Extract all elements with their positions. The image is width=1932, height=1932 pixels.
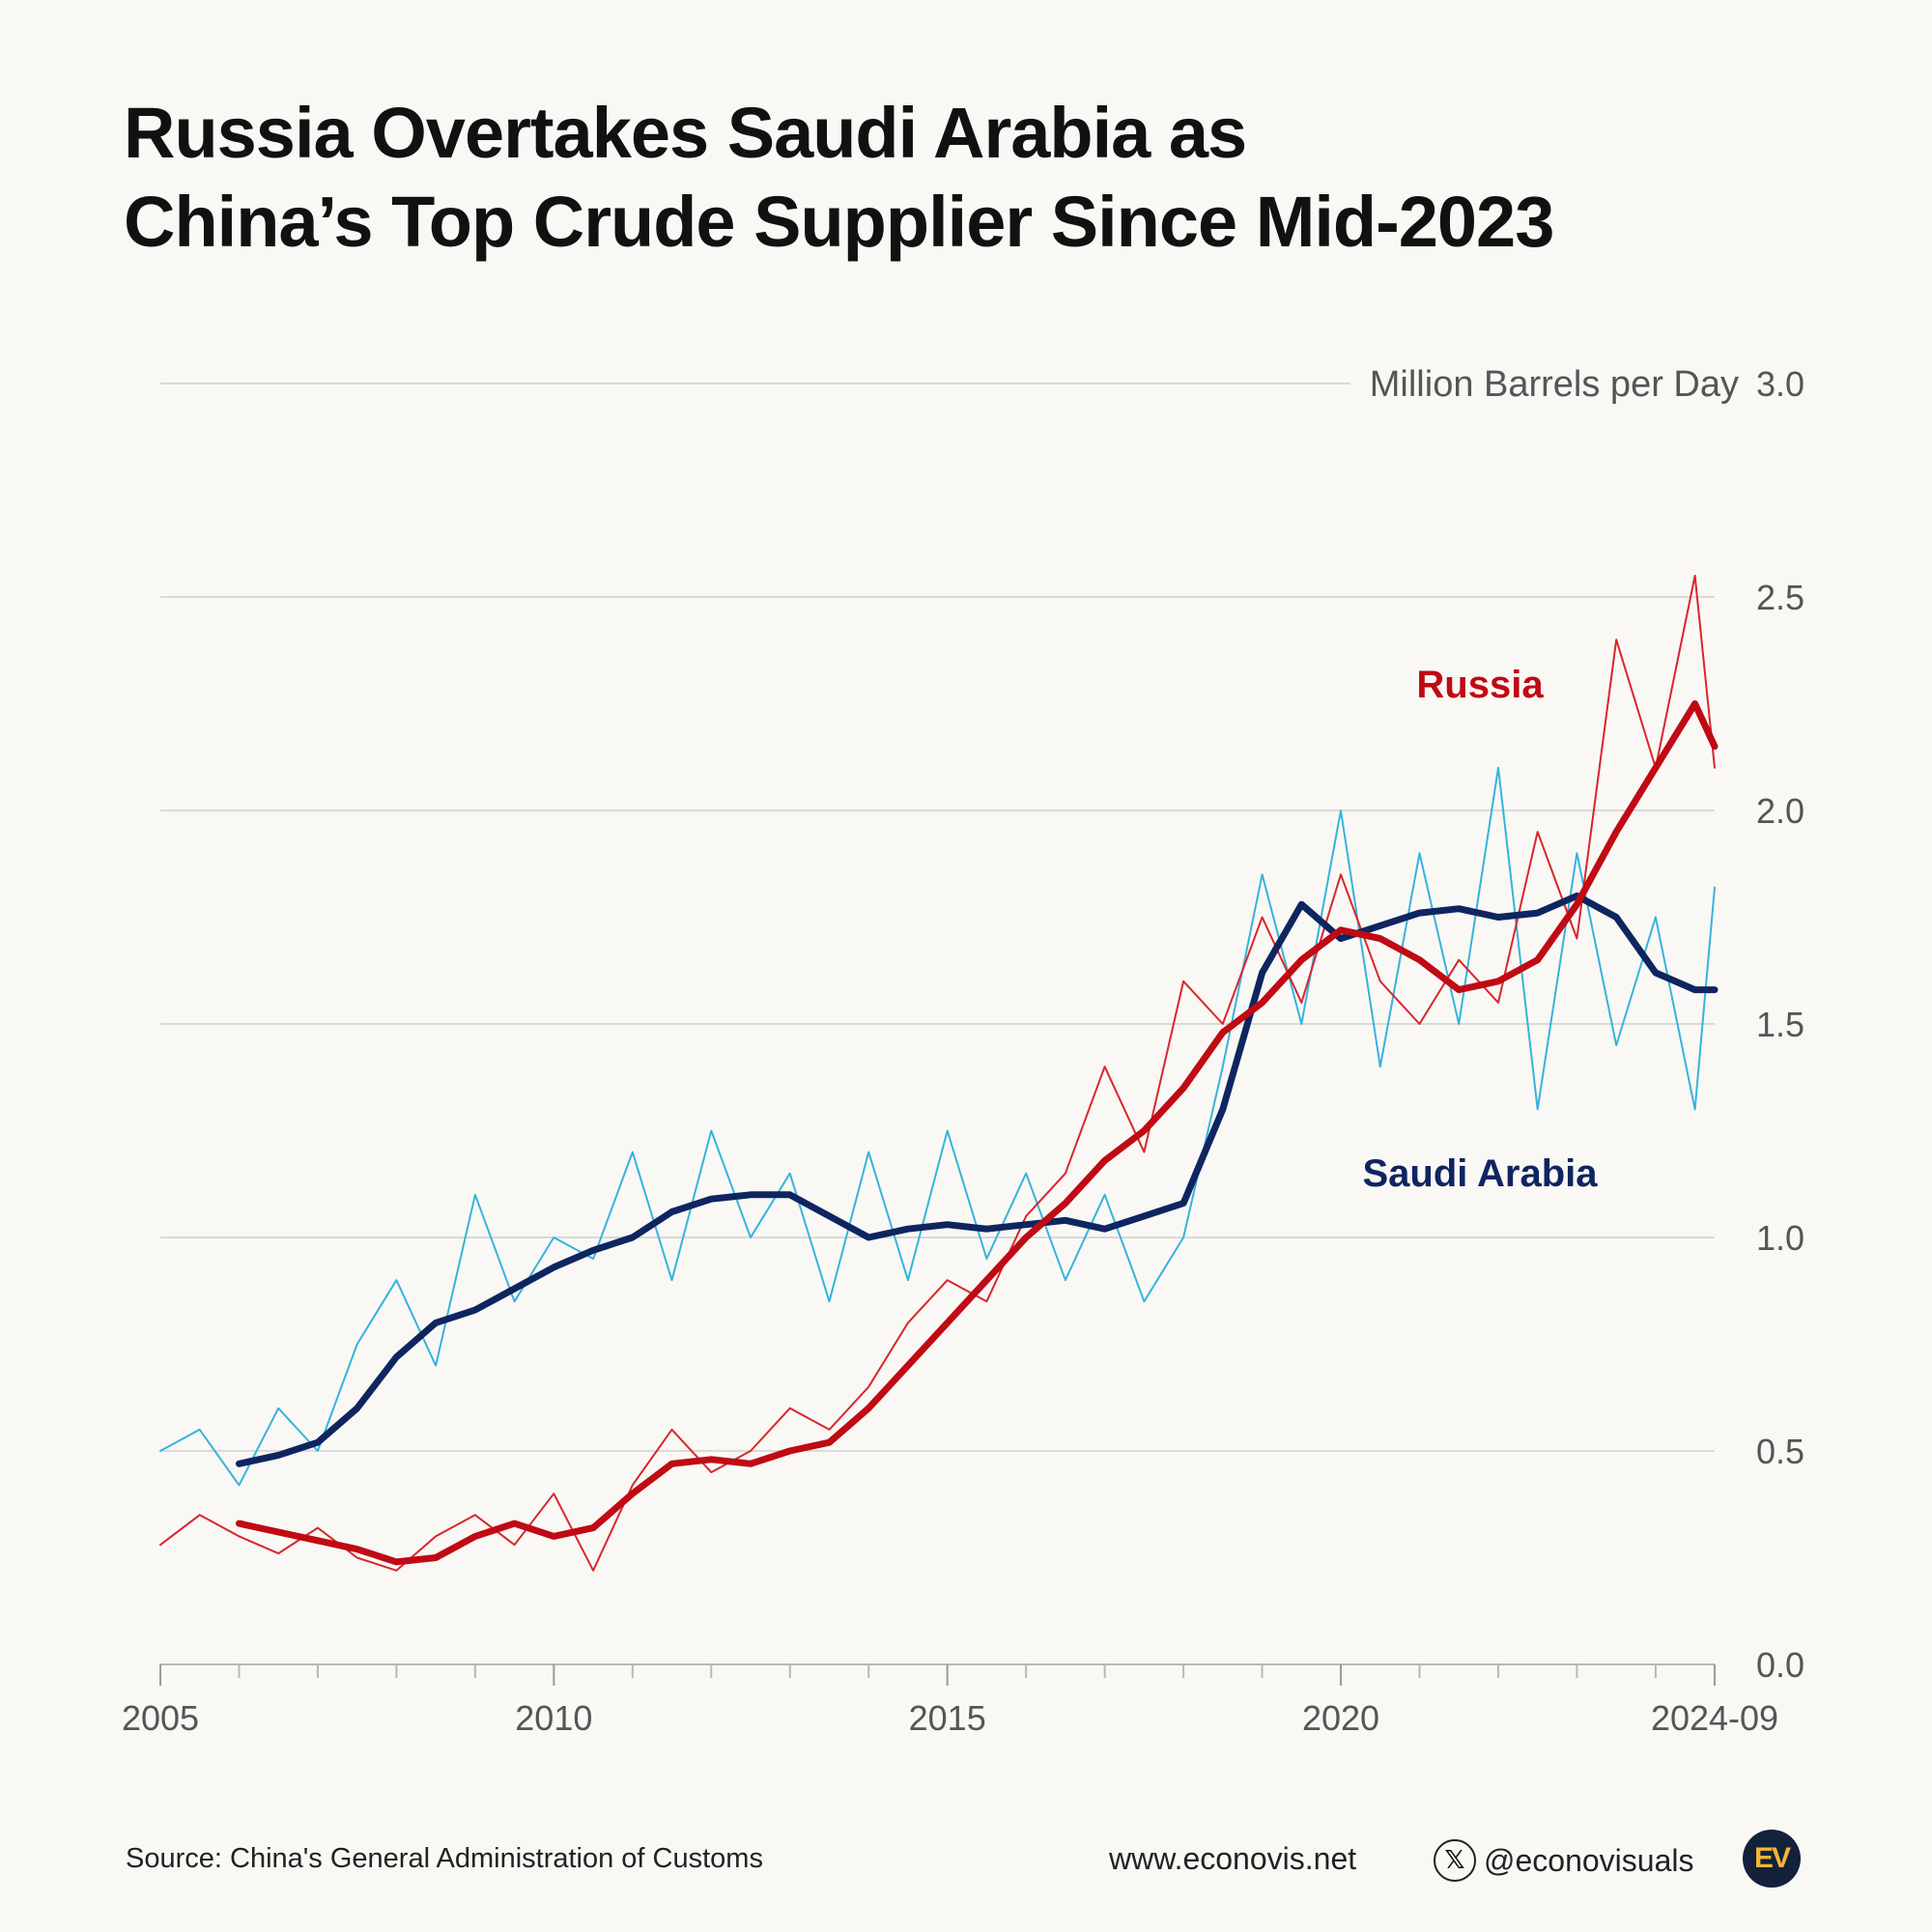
saudi-series-label: Saudi Arabia (1362, 1152, 1598, 1195)
russia-series-label: Russia (1416, 664, 1544, 706)
saudi-avg-line (236, 892, 1719, 1467)
y-tick-label: 1.5 (1756, 1005, 1804, 1044)
y-tick-label: 1.0 (1756, 1218, 1804, 1258)
x-handle-text: @econovisuals (1484, 1842, 1694, 1878)
x-tick-label: 2010 (515, 1698, 592, 1738)
y-tick-label: 0.0 (1756, 1645, 1804, 1685)
y-axis-unit-label: Million Barrels per Day (1370, 364, 1739, 405)
x-tick-label: 2005 (122, 1698, 199, 1738)
x-handle[interactable]: 𝕏 @econovisuals (1434, 1839, 1693, 1882)
x-logo-icon: 𝕏 (1434, 1839, 1476, 1882)
source-note: Source: China's General Administration o… (126, 1843, 763, 1874)
footer: Source: China's General Administration o… (0, 1826, 1932, 1893)
chart-title-line-1: Russia Overtakes Saudi Arabia as (124, 93, 1247, 173)
russia-monthly-line (159, 574, 1716, 1572)
y-tick-label: 3.0 (1756, 364, 1804, 404)
website-link[interactable]: www.econovis.net (1109, 1841, 1357, 1876)
econovis-logo: EV (1743, 1830, 1801, 1888)
x-tick-label: 2020 (1302, 1698, 1379, 1738)
y-tick-label: 0.5 (1756, 1432, 1804, 1471)
y-tick-label: 2.5 (1756, 578, 1804, 617)
russia-avg-line (236, 700, 1719, 1566)
y-tick-label: 2.0 (1756, 791, 1804, 831)
saudi-monthly-line (159, 766, 1716, 1487)
chart-title: Russia Overtakes Saudi Arabia as China’s… (124, 89, 1573, 267)
chart-title-line-2: China’s Top Crude Supplier Since Mid-202… (124, 182, 1554, 262)
x-tick-label: 2015 (909, 1698, 986, 1738)
x-tick-label: 2024-09 (1651, 1698, 1778, 1738)
